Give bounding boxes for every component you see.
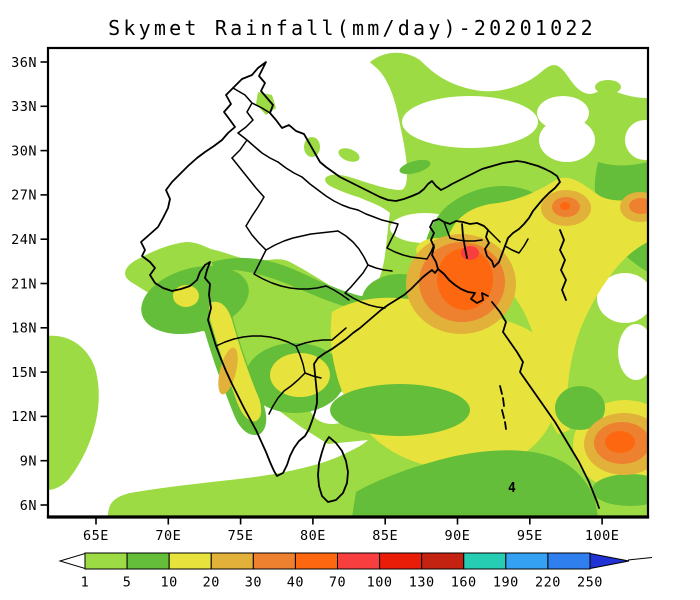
colorbar-tick-20: 20 — [203, 575, 220, 591]
chart-title: Skymet Rainfall(mm/day)-20201022 — [108, 16, 596, 40]
colorbar-tick-130: 130 — [409, 575, 435, 591]
x-axis-label-95E: 95E — [517, 528, 543, 544]
colorbar-tick-160: 160 — [451, 575, 477, 591]
rain-spot-karnataka-coast — [218, 347, 238, 395]
colorbar-tick-100: 100 — [367, 575, 393, 591]
x-axis: 65E 70E 75E 80E 85E 90E 95E 100E — [83, 517, 619, 544]
y-axis-label-18N: 18N — [11, 321, 37, 337]
colorbar-segment-160-190 — [463, 552, 507, 570]
rain-patch-himachal — [256, 92, 276, 115]
rain-patch-top-right-island — [595, 80, 621, 94]
x-axis-label-70E: 70E — [155, 528, 181, 544]
rain-strip-bottom — [352, 450, 598, 517]
colorbar-segment-5-10 — [126, 552, 170, 570]
dry-hole-tibet-se — [539, 118, 595, 162]
colorbar-segment-220-250 — [547, 552, 591, 570]
x-axis-label-80E: 80E — [300, 528, 326, 544]
colorbar-segment-1-5 — [84, 552, 128, 570]
y-axis-label-36N: 36N — [11, 55, 37, 71]
rain-region-arabian-sea — [48, 335, 99, 490]
colorbar-segment-70-100 — [336, 552, 381, 570]
coastlines-and-borders — [140, 61, 600, 509]
india-outline — [140, 61, 561, 477]
y-axis-label-30N: 30N — [11, 143, 37, 159]
x-axis-label-75E: 75E — [228, 528, 254, 544]
colorbar-segment-40-70 — [294, 552, 338, 570]
rain-patch-up-2 — [338, 148, 360, 162]
dry-hole-right-mid-1 — [597, 273, 648, 323]
rain-trough-se-arc — [592, 474, 648, 506]
colorbar-tick-250: 250 — [577, 575, 603, 591]
colorbar-tick-30: 30 — [245, 575, 262, 591]
colorbar-over-arrow-tail — [627, 557, 653, 561]
myanmar-inner-line — [559, 229, 567, 301]
rain-field-tn-interior — [270, 353, 330, 397]
rainfall-contours: 4 — [48, 52, 648, 517]
x-axis-label-90E: 90E — [445, 528, 471, 544]
y-axis-label-12N: 12N — [11, 409, 37, 425]
bangladesh-coast — [437, 223, 489, 304]
myanmar-coast — [491, 301, 600, 509]
y-axis: 36N 33N 30N 27N 24N 21N 18N 15N 12N 9N 6N — [11, 55, 48, 514]
colorbar-segment-30-40 — [252, 552, 296, 570]
dry-hole-ne-corner — [625, 120, 648, 160]
colorbar-segment-130-160 — [421, 552, 465, 570]
dry-hole-tibet — [402, 96, 538, 148]
colorbar-tick-40: 40 — [287, 575, 304, 591]
colorbar-tick-5: 5 — [123, 575, 132, 591]
rain-core-myanmar-north — [560, 202, 570, 210]
colorbar-over-arrow — [589, 552, 630, 570]
state-borders — [215, 87, 529, 415]
y-axis-label-33N: 33N — [11, 99, 37, 115]
contour-value-label: 4 — [508, 481, 516, 496]
colorbar-segment-10-20 — [168, 552, 212, 570]
rain-field-ne-myanmar — [448, 177, 648, 434]
rain-band-central — [212, 257, 432, 312]
y-axis-label-15N: 15N — [11, 365, 37, 381]
rain-patch-sri-lanka — [321, 462, 347, 498]
y-axis-label-27N: 27N — [11, 188, 37, 204]
colorbar-segment-20-30 — [210, 552, 254, 570]
rain-band-nepal-arm — [399, 159, 431, 175]
x-axis-label-100E: 100E — [585, 528, 620, 544]
colorbar-legend: 1 5 10 20 30 40 70 100 130 160 190 220 250 — [58, 552, 653, 591]
x-axis-label-85E: 85E — [372, 528, 398, 544]
sri-lanka-outline — [317, 436, 349, 503]
colorbar-segment-100-130 — [379, 552, 423, 570]
rain-red-spot-bengal-coast — [461, 246, 479, 260]
rain-core-se-corner — [605, 431, 635, 453]
colorbar-tick-190: 190 — [493, 575, 519, 591]
y-axis-label-6N: 6N — [20, 498, 37, 514]
colorbar-under-arrow — [58, 552, 86, 570]
colorbar-tick-70: 70 — [329, 575, 346, 591]
dry-hole-right-mid-2 — [618, 324, 648, 380]
y-axis-label-9N: 9N — [20, 454, 37, 470]
x-axis-label-65E: 65E — [83, 528, 109, 544]
y-axis-label-21N: 21N — [11, 276, 37, 292]
rain-trough-myanmar-coast — [555, 386, 605, 430]
rain-trough-bay — [330, 384, 470, 436]
andaman-islands — [499, 385, 507, 430]
rain-orange-right-edge — [629, 198, 648, 214]
colorbar-tick-1: 1 — [81, 575, 90, 591]
y-axis-label-24N: 24N — [11, 232, 37, 248]
rain-patch-gujarat-yellow — [173, 285, 199, 307]
colorbar-tick-220: 220 — [535, 575, 561, 591]
rain-core-bangladesh — [437, 248, 493, 310]
colorbar-tick-10: 10 — [161, 575, 178, 591]
colorbar-segment-190-220 — [505, 552, 549, 570]
